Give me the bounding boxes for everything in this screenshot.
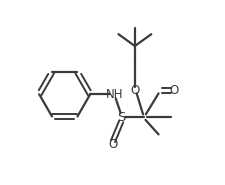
Text: O: O xyxy=(108,138,117,151)
Text: O: O xyxy=(130,84,139,97)
Text: S: S xyxy=(117,111,125,124)
Text: O: O xyxy=(169,84,178,97)
Text: NH: NH xyxy=(106,88,123,101)
